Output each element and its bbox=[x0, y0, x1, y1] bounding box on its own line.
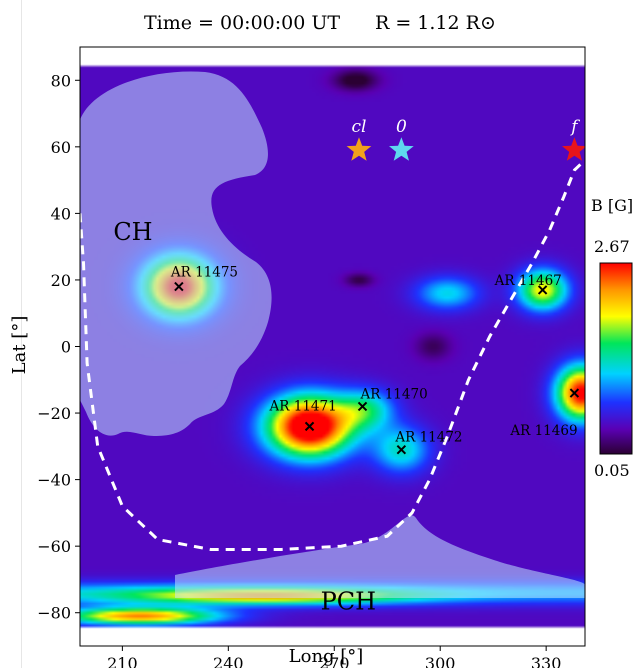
star-label: 0 bbox=[396, 117, 407, 137]
y-tick-label: −80 bbox=[37, 604, 71, 623]
overlay-layer: CH PCH AR 11475 AR 11467 AR 11471 AR 11470 AR … bbox=[80, 71, 585, 615]
title-radius: R = 1.12 R⊙ bbox=[375, 12, 496, 34]
star-label: f bbox=[569, 117, 580, 137]
active-region-marker bbox=[537, 285, 548, 295]
colorbar bbox=[599, 262, 633, 455]
coronal-hole-ch bbox=[80, 71, 272, 436]
region-label-ch: CH bbox=[113, 218, 152, 246]
y-tick-label: 40 bbox=[51, 204, 71, 223]
x-tick-label: 240 bbox=[213, 654, 244, 668]
coronal-hole-pch bbox=[175, 515, 585, 598]
x-tick-label: 210 bbox=[107, 654, 138, 668]
star-label: cl bbox=[352, 117, 367, 137]
active-region-marker bbox=[357, 401, 368, 412]
title-time: Time = 00:00:00 UT bbox=[144, 12, 340, 34]
colorbar-min-label: 0.05 bbox=[594, 461, 630, 480]
page-edge-line bbox=[21, 0, 22, 668]
x-tick-label: 270 bbox=[319, 654, 350, 668]
star-marker-cl bbox=[346, 137, 372, 161]
y-tick-label: 0 bbox=[61, 338, 71, 357]
y-tick-label: 60 bbox=[51, 138, 71, 157]
active-region-label: AR 11471 bbox=[269, 398, 337, 414]
x-tick-label: 330 bbox=[531, 654, 562, 668]
active-region-marker bbox=[569, 388, 580, 398]
star-marker-0 bbox=[389, 137, 414, 161]
colorbar-title: B [G] bbox=[591, 196, 633, 215]
x-tick-label: 300 bbox=[425, 654, 456, 668]
y-tick-label: −40 bbox=[37, 471, 71, 490]
x-axis-label: Long [°] bbox=[289, 646, 364, 667]
region-label-pch: PCH bbox=[321, 587, 376, 615]
active-region-label: AR 11467 bbox=[494, 273, 562, 289]
neutral-line bbox=[80, 159, 585, 551]
y-tick-label: −20 bbox=[37, 404, 71, 423]
y-tick-label: 20 bbox=[51, 271, 71, 290]
y-tick-label: −60 bbox=[37, 537, 71, 556]
colorbar-max-label: 2.67 bbox=[594, 237, 630, 256]
active-region-label: AR 11475 bbox=[170, 265, 238, 281]
active-region-label: AR 11472 bbox=[394, 430, 462, 446]
active-region-marker bbox=[304, 421, 315, 432]
axis-ticks: 210 240 270 300 330 80 60 40 20 0 −20 −40 −60 −80 bbox=[37, 71, 561, 668]
y-axis-label: Lat [°] bbox=[9, 316, 30, 375]
active-region-marker bbox=[174, 281, 184, 292]
active-region-label: AR 11470 bbox=[360, 386, 428, 402]
active-region-marker bbox=[396, 444, 407, 455]
y-tick-label: 80 bbox=[51, 71, 71, 90]
star-marker-f bbox=[562, 137, 585, 161]
active-region-label: AR 11469 bbox=[509, 423, 577, 439]
